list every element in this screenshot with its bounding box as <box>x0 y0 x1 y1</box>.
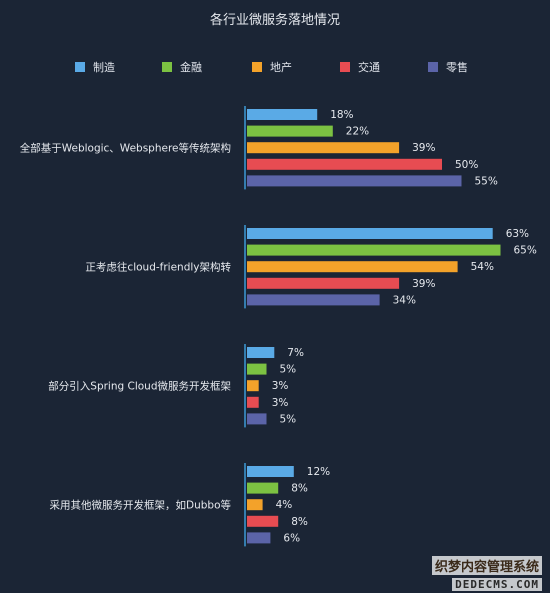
data-label: 18% <box>330 109 353 121</box>
bar <box>247 277 400 289</box>
legend-swatch <box>252 62 262 72</box>
data-label: 5% <box>280 364 297 376</box>
data-label: 39% <box>412 142 435 154</box>
data-label: 8% <box>291 483 308 495</box>
data-label: 54% <box>471 261 494 273</box>
bar <box>247 228 493 239</box>
legend-label: 零售 <box>446 60 468 74</box>
legend-label: 交通 <box>358 60 380 74</box>
bar <box>247 466 294 477</box>
watermark-text: 织梦内容管理系统 <box>431 556 542 575</box>
bar <box>247 175 462 187</box>
data-label: 63% <box>506 228 529 240</box>
data-label: 7% <box>287 347 304 359</box>
bar <box>247 294 380 306</box>
bar <box>247 532 271 544</box>
legend-label: 制造 <box>93 60 115 74</box>
data-label: 22% <box>346 126 369 138</box>
data-label: 3% <box>272 380 289 392</box>
data-label: 65% <box>514 245 537 257</box>
legend-swatch <box>428 62 438 72</box>
data-label: 39% <box>412 278 435 290</box>
category-label: 全部基于Weblogic、Websphere等传统架构 <box>20 142 231 155</box>
watermark-url: DEDECMS.COM <box>452 578 542 591</box>
bar <box>247 158 442 170</box>
bar <box>247 499 263 511</box>
bar <box>247 413 267 425</box>
category-label: 正考虑往cloud-friendly架构转 <box>85 261 231 274</box>
legend-label: 地产 <box>270 60 292 74</box>
data-label: 5% <box>280 413 297 425</box>
data-label: 8% <box>291 516 308 528</box>
data-label: 34% <box>393 294 416 306</box>
bar <box>247 363 267 375</box>
bar <box>247 109 318 120</box>
bar <box>247 396 259 408</box>
legend-swatch <box>340 62 350 72</box>
chart-title: 各行业微服务落地情况 <box>210 12 340 28</box>
legend-label: 金融 <box>180 60 202 74</box>
bar <box>247 515 279 527</box>
bar <box>247 482 279 494</box>
category-label: 部分引入Spring Cloud微服务开发框架 <box>48 380 231 393</box>
legend: 制造 金融 地产 交通 零售 <box>75 60 468 74</box>
bar <box>247 244 501 256</box>
data-label: 55% <box>475 175 498 187</box>
bar-groups: 全部基于Weblogic、Websphere等传统架构 18% 22% 39% 50% 5… <box>20 106 537 547</box>
data-label: 4% <box>276 499 293 511</box>
legend-swatch <box>75 62 85 72</box>
category-label: 采用其他微服务开发框架，如Dubbo等 <box>50 499 232 512</box>
bar <box>247 347 275 358</box>
bar <box>247 380 259 392</box>
data-label: 3% <box>272 397 289 409</box>
bar <box>247 125 333 137</box>
data-label: 12% <box>307 466 330 478</box>
bar <box>247 142 400 154</box>
data-label: 50% <box>455 159 478 171</box>
data-label: 6% <box>283 532 300 544</box>
bar <box>247 261 458 273</box>
legend-swatch <box>162 62 172 72</box>
